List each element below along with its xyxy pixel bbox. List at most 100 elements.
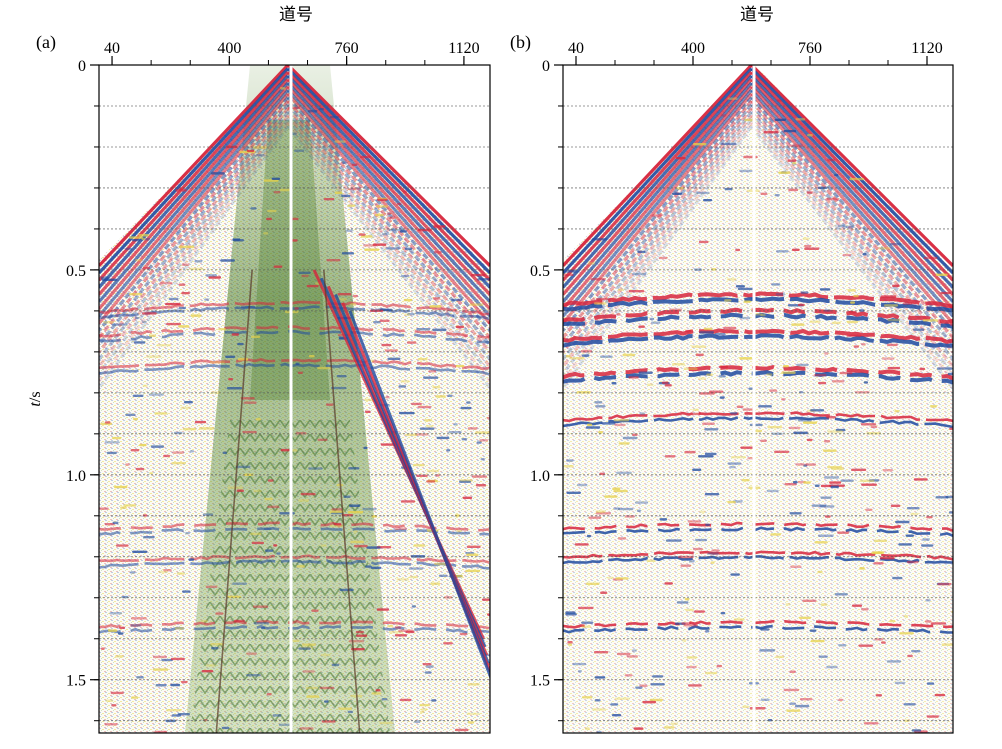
wavelet: [178, 325, 190, 328]
first-arrival-band: [563, 81, 753, 303]
wavelet: [760, 628, 770, 631]
wavelet: [362, 507, 377, 511]
wavelet: [194, 260, 203, 263]
wavelet: [311, 609, 319, 612]
wavelet: [250, 207, 257, 210]
wavelet: [926, 515, 933, 519]
panel-b-gridlines: [563, 105, 953, 722]
wavelet: [110, 691, 124, 695]
wavelet: [469, 303, 484, 306]
wavelet: [250, 335, 261, 339]
wavelet: [412, 463, 425, 467]
wavelet: [255, 153, 265, 157]
wavelet: [925, 599, 931, 602]
wavelet: [165, 709, 182, 712]
wavelet: [948, 511, 953, 514]
wavelet: [220, 259, 235, 262]
wavelet: [379, 319, 390, 323]
wavelet: [861, 608, 869, 611]
wavelet: [348, 639, 365, 643]
wavelet: [887, 318, 894, 322]
wavelet: [855, 391, 870, 394]
wavelet: [565, 355, 571, 358]
wavelet: [128, 236, 144, 239]
wavelet: [675, 156, 686, 160]
wavelet: [107, 629, 118, 632]
first-arrival-band: [563, 118, 753, 375]
wavelet: [581, 696, 593, 699]
wavelet: [458, 480, 472, 484]
wavelet: [329, 510, 345, 513]
wavelet: [698, 392, 715, 395]
wavelet: [937, 582, 952, 586]
wavelet: [810, 639, 825, 643]
wavelet: [903, 615, 909, 618]
wavelet: [818, 655, 828, 658]
wavelet: [611, 714, 622, 717]
wavelet: [324, 700, 329, 703]
wavelet: [686, 656, 698, 659]
wavelet: [232, 238, 241, 241]
wavelet: [166, 322, 182, 326]
wavelet: [409, 575, 419, 579]
wavelet: [125, 247, 133, 251]
reflection-event: [563, 333, 953, 348]
wavelet: [910, 512, 919, 516]
wavelet: [208, 276, 222, 279]
wavelet: [875, 694, 883, 697]
wavelet: [453, 423, 458, 426]
wavelet: [906, 506, 920, 510]
wavelet: [566, 491, 582, 494]
wavelet: [720, 114, 727, 117]
y-tick-label: 0: [78, 58, 86, 75]
wavelet: [936, 367, 953, 370]
wavelet: [743, 155, 758, 159]
wavelet: [300, 492, 316, 496]
wavelet: [432, 297, 441, 300]
wavelet: [659, 518, 668, 521]
wavelet: [295, 362, 300, 365]
wavelet: [824, 352, 829, 355]
wavelet: [775, 250, 789, 253]
reflection-event: [563, 370, 953, 385]
wavelet: [769, 389, 778, 392]
wavelet: [410, 555, 426, 558]
wavelet: [628, 376, 639, 379]
first-arrival-band: [99, 96, 290, 332]
wavelet: [237, 342, 244, 346]
wavelet: [342, 161, 348, 165]
wavelet: [141, 320, 147, 324]
wavelet: [591, 238, 608, 241]
wavelet: [839, 371, 853, 375]
wavelet: [797, 303, 805, 307]
wavelet: [792, 481, 798, 484]
wavelet: [385, 396, 390, 399]
wavelet: [372, 243, 387, 246]
wavelet: [693, 610, 706, 613]
wavelet: [905, 534, 915, 537]
wavelet: [467, 721, 475, 724]
wavelet: [853, 345, 860, 348]
wavelet: [704, 428, 719, 431]
first-arrival-band: [750, 103, 953, 347]
wavelet: [846, 320, 858, 324]
wavelet: [795, 118, 806, 121]
wavelet: [563, 465, 574, 468]
wavelet: [652, 675, 664, 678]
wavelet: [146, 355, 162, 358]
wavelet: [394, 634, 408, 637]
wavelet: [847, 289, 856, 292]
wavelet: [487, 613, 490, 616]
wavelet: [329, 510, 344, 513]
wavelet: [307, 109, 318, 113]
wavelet: [376, 608, 390, 611]
wavelet: [263, 232, 269, 235]
wavelet: [949, 427, 953, 431]
wavelet: [227, 595, 242, 599]
wavelet: [792, 161, 797, 165]
wavelet: [588, 516, 602, 519]
reflection-event: [563, 624, 953, 634]
first-arrival-band: [563, 92, 753, 325]
wavelet: [853, 294, 859, 298]
panel-a-xlabel: 道号: [279, 5, 313, 25]
